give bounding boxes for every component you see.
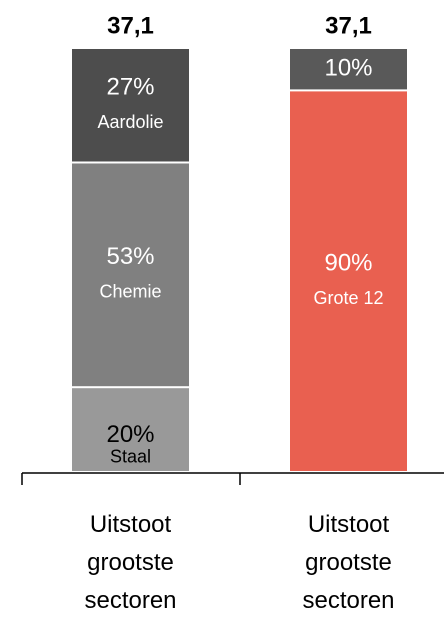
segment-value-label: 20% xyxy=(106,421,154,448)
segment-name: Chemie xyxy=(99,282,161,302)
bar-segment xyxy=(72,163,189,387)
segment-value-label: 90% xyxy=(324,250,372,277)
bar-segment xyxy=(72,49,189,162)
segment-value-label: 10% xyxy=(324,55,372,82)
bar-segment xyxy=(290,91,407,472)
bar-segment xyxy=(72,388,189,471)
total-label: 37,1 xyxy=(107,12,154,39)
segment-value-label: 27% xyxy=(106,74,154,101)
segment-name: Aardolie xyxy=(97,112,163,132)
total-label: 37,1 xyxy=(325,12,372,39)
bar-segment xyxy=(290,49,407,90)
category-label: Uitstoot grootste sectoren xyxy=(302,511,395,614)
segment-name: Staal xyxy=(110,446,151,466)
segment-name: Grote 12 xyxy=(313,288,383,308)
segment-value-label: 53% xyxy=(106,243,154,270)
category-label: Uitstoot grootste sectoren xyxy=(84,511,177,614)
